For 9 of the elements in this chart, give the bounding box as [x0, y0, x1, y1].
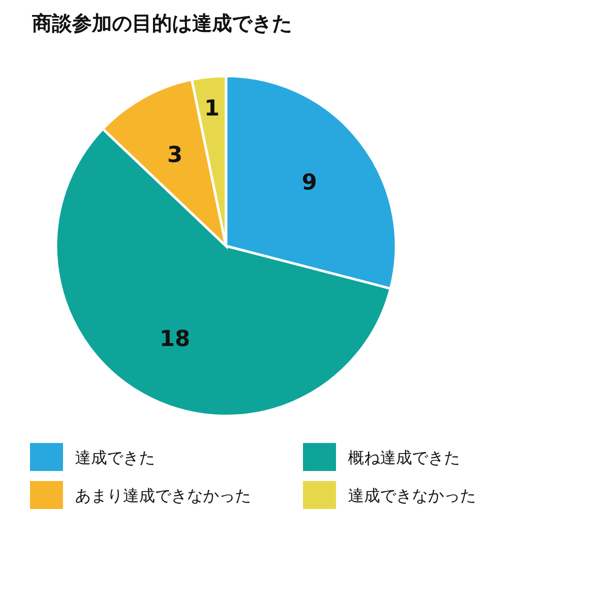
data-label: 1 — [204, 96, 220, 122]
legend-label: 達成できた — [75, 448, 155, 467]
chart-title: 商談参加の目的は達成できた — [31, 11, 292, 35]
legend-label: あまり達成できなかった — [75, 486, 251, 505]
legend-label: 達成できなかった — [348, 486, 476, 505]
data-label: 9 — [302, 170, 318, 196]
data-label: 3 — [167, 142, 183, 168]
data-label: 18 — [160, 327, 190, 352]
legend-label: 概ね達成できた — [348, 448, 460, 467]
